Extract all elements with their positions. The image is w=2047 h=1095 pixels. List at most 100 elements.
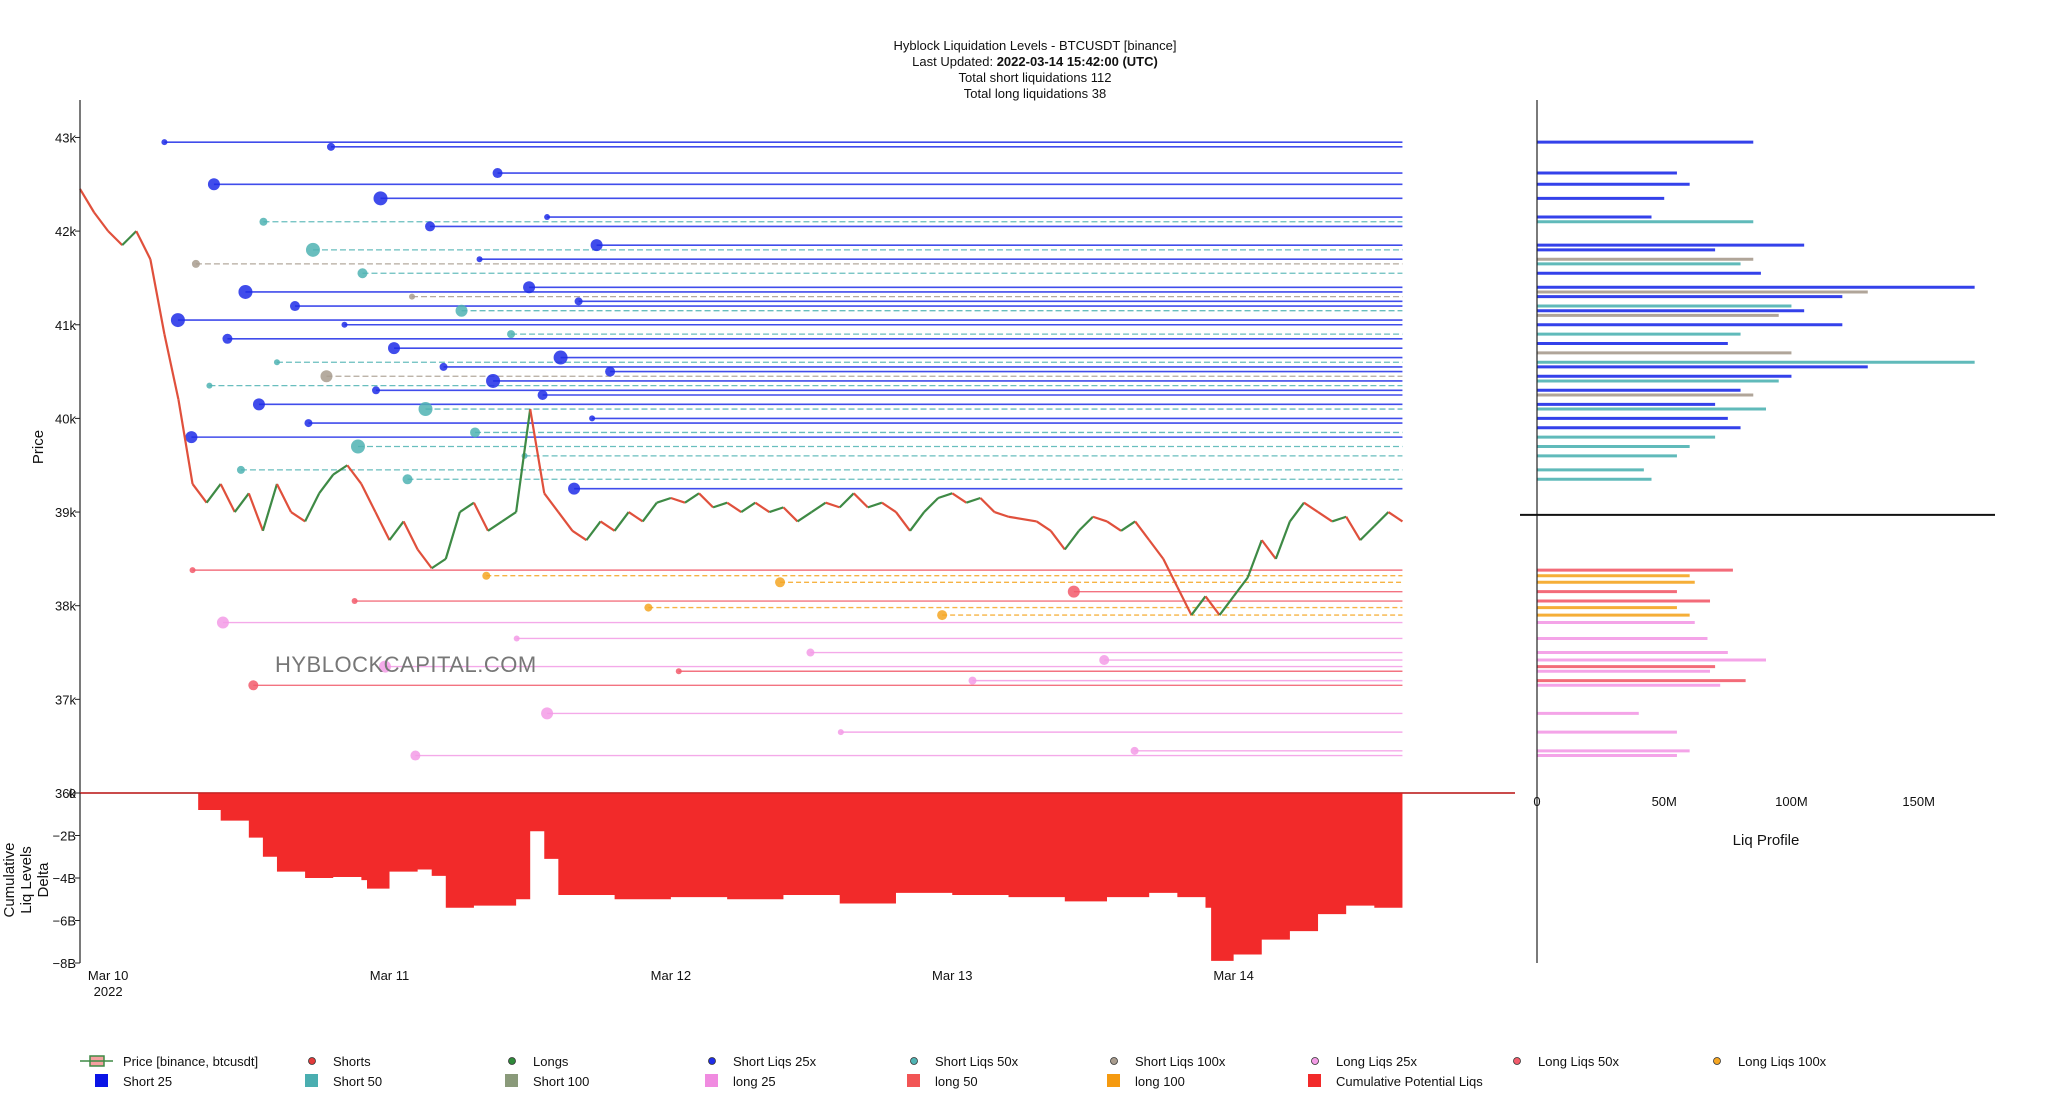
legend-dot-icon (1110, 1057, 1118, 1065)
short-liq-marker (289, 301, 300, 312)
long-liq-marker (216, 616, 229, 629)
legend-item-s25: Short 25 (95, 1074, 172, 1089)
price-segment (121, 230, 138, 246)
price-segment (740, 501, 756, 513)
price-segment (1260, 539, 1277, 560)
chart-title: Hyblock Liquidation Levels - BTCUSDT [bi… (893, 38, 1176, 101)
price-segment (684, 492, 700, 504)
price-segment (543, 492, 560, 513)
short-liq-marker (590, 239, 603, 252)
delta-y-tick-label: −6B (53, 914, 77, 929)
liq-profile-bars (1537, 140, 1975, 758)
delta-axis-label-line-1: Cumulative (1, 842, 18, 917)
watermark: HYBLOCKCAPITAL.COM (275, 652, 537, 677)
long-liq-marker (410, 750, 421, 761)
price-segment (726, 501, 742, 513)
legend-square-icon (705, 1074, 718, 1087)
legend-label: Short Liqs 25x (733, 1054, 817, 1069)
price-segment (1274, 521, 1291, 560)
legend-item-l25: long 25 (705, 1074, 776, 1089)
profile-x-tick-label: 50M (1652, 794, 1677, 809)
price-y-tick-label: 38k (55, 599, 76, 614)
legend-label: Short 50 (333, 1074, 382, 1089)
legend-dot-icon (508, 1057, 516, 1065)
short-liq-marker (553, 350, 568, 365)
short-liq-marker (589, 415, 596, 422)
liq-profile-panel: 0 50M 100M 150M Liq Profile (1520, 100, 1995, 963)
price-segment (810, 501, 827, 513)
short-liq-marker (170, 313, 185, 328)
short-liq-marker (304, 419, 313, 428)
short-liq-marker (568, 482, 581, 495)
price-segment (318, 473, 335, 494)
long-liq-marker (806, 648, 815, 657)
price-y-tick-label: 43k (55, 130, 76, 145)
short-liq-marker (161, 139, 168, 146)
legend-dot-icon (1713, 1057, 1721, 1065)
price-segment (585, 520, 602, 541)
date-tick-label: Mar 13 (932, 968, 972, 983)
short-liq-marker (185, 431, 198, 444)
price-segment (979, 497, 996, 513)
price-segment (852, 492, 869, 509)
long-liq-marker (775, 577, 786, 588)
price-segment (402, 520, 419, 551)
short-liq-marker (418, 402, 433, 417)
price-segment (416, 548, 433, 569)
short-liq-marker (373, 191, 388, 206)
legend-item-sl100: Short Liqs 100x (1110, 1054, 1226, 1069)
short-liq-marker (492, 168, 503, 179)
short-liq-marker (320, 370, 333, 383)
price-segment (388, 520, 405, 541)
legend-square-icon (95, 1074, 108, 1087)
legend-item-cum: Cumulative Potential Liqs (1308, 1074, 1483, 1089)
short-liq-marker (326, 142, 335, 151)
delta-y-tick-label: −4B (53, 871, 77, 886)
price-segment (951, 492, 967, 504)
long-liq-marker (1130, 746, 1139, 755)
price-segment (712, 501, 728, 509)
title-line-2: Last Updated: 2022-03-14 15:42:00 (UTC) (912, 54, 1158, 69)
legend-label: Short Liqs 50x (935, 1054, 1019, 1069)
price-y-ticks: 36k 37k 38k 39k 40k 41k 42k 43k (55, 130, 80, 801)
liquidation-level-markers (161, 139, 1139, 761)
price-segment (261, 483, 279, 532)
legend-dot-icon (1513, 1057, 1521, 1065)
delta-y-ticks: 0 −2B −4B −6B −8B (53, 786, 80, 971)
price-segment (163, 333, 180, 400)
title-line-1: Hyblock Liquidation Levels - BTCUSDT [bi… (893, 38, 1176, 53)
legend-item-s100: Short 100 (505, 1074, 589, 1089)
legend-square-icon (1308, 1074, 1321, 1087)
legend-square-icon (1107, 1074, 1120, 1087)
legend-label: long 50 (935, 1074, 978, 1089)
short-liq-marker (523, 281, 536, 294)
price-segment (937, 492, 953, 500)
price-y-tick-label: 40k (55, 411, 76, 426)
delta-axis-label-line-3: Delta (35, 862, 52, 898)
price-segment (444, 511, 461, 560)
short-liq-marker (252, 398, 265, 411)
price-segment (515, 408, 532, 513)
price-y-tick-label: 36k (55, 786, 76, 801)
short-liq-marker (537, 389, 548, 400)
price-segment (599, 520, 616, 532)
price-segment (290, 511, 306, 523)
delta-y-tick-label: 0 (69, 786, 76, 801)
price-segment (79, 188, 96, 213)
legend-label: long 100 (1135, 1074, 1185, 1089)
price-segment (487, 520, 503, 532)
short-liq-marker (236, 465, 245, 474)
price-segment (825, 501, 841, 509)
price-segment (1092, 515, 1108, 523)
price-segment (107, 230, 123, 246)
chart-legend: Price [binance, btcusdt] Shorts Longs Short… (80, 1054, 1827, 1089)
price-segment (177, 399, 194, 485)
price-segment (557, 511, 574, 532)
price-y-tick-label: 39k (55, 505, 76, 520)
price-segment (923, 497, 939, 513)
price-segment (641, 502, 658, 523)
title-line-4: Total long liquidations 38 (964, 86, 1106, 101)
price-segment (346, 464, 363, 485)
price-segment (374, 511, 391, 541)
